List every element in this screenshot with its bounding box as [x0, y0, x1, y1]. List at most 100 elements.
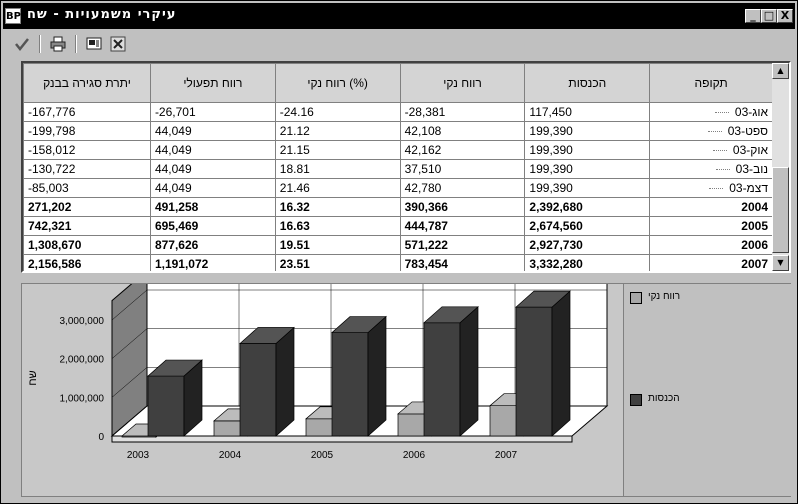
confirm-button[interactable]: [11, 34, 33, 54]
cell-revenue[interactable]: 3,332,280: [524, 254, 651, 271]
export-button[interactable]: [83, 34, 105, 54]
table-row[interactable]: 2005 2,674,560 444,787 16.63 695,469 742,321: [23, 216, 773, 236]
cell-op-profit[interactable]: 44,049: [149, 178, 276, 198]
cell-net-profit[interactable]: 42,780: [399, 178, 526, 198]
cell-net-pct[interactable]: 16.32: [274, 197, 401, 217]
y-axis-label: שח: [27, 370, 39, 385]
cell-op-profit[interactable]: 44,049: [149, 121, 276, 141]
table-row[interactable]: אוק-03 199,390 42,162 21.15 44,049 -158,012: [23, 140, 773, 160]
table-row[interactable]: ספט-03 199,390 42,108 21.12 44,049 -199,798: [23, 121, 773, 141]
cell-revenue[interactable]: 199,390: [524, 140, 651, 160]
period-label: אוק-03: [732, 143, 768, 157]
cell-net-profit[interactable]: 571,222: [399, 235, 526, 255]
table-row[interactable]: נוב-03 199,390 37,510 18.81 44,049 -130,722: [23, 159, 773, 179]
table-row[interactable]: אוג-03 117,450 -28,381 -24.16 -26,701 -167,77…: [23, 102, 773, 122]
cell-net-profit[interactable]: 42,162: [399, 140, 526, 160]
cell-op-profit[interactable]: 44,049: [149, 140, 276, 160]
scroll-up-arrow-icon[interactable]: ▲: [772, 63, 789, 79]
maximize-button[interactable]: □: [761, 9, 777, 23]
bar-revenue: [147, 359, 203, 437]
scroll-thumb[interactable]: [772, 167, 789, 253]
table-row[interactable]: דצמ-03 199,390 42,780 21.46 44,049 -85,003: [23, 178, 773, 198]
cell-op-profit[interactable]: 695,469: [149, 216, 276, 236]
column-header-period[interactable]: תקופה: [649, 63, 773, 103]
x-tick-label: 2006: [403, 450, 426, 461]
cell-closing[interactable]: -85,003: [23, 178, 151, 198]
cell-net-pct[interactable]: 21.46: [274, 178, 401, 198]
cell-net-profit[interactable]: 42,108: [399, 121, 526, 141]
cell-net-pct[interactable]: 23.51: [274, 254, 401, 271]
column-header-net-profit[interactable]: רווח נקי: [399, 63, 526, 103]
legend-item-revenue: הכנסות: [624, 392, 784, 408]
cell-op-profit[interactable]: 877,626: [149, 235, 276, 255]
cell-net-profit[interactable]: 37,510: [399, 159, 526, 179]
legend-swatch-revenue: [630, 394, 642, 406]
column-header-closing-balance[interactable]: יתרת סגירה בבנק: [23, 63, 151, 103]
cell-closing[interactable]: -199,798: [23, 121, 151, 141]
cell-closing[interactable]: 1,308,670: [23, 235, 151, 255]
tree-connector: [715, 169, 730, 171]
cell-net-profit[interactable]: 783,454: [399, 254, 526, 271]
cell-net-pct[interactable]: 19.51: [274, 235, 401, 255]
table-row[interactable]: 2004 2,392,680 390,366 16.32 491,258 271,202: [23, 197, 773, 217]
chart-floor-edge: [111, 435, 573, 443]
table-row[interactable]: 2006 2,927,730 571,222 19.51 877,626 1,308,67…: [23, 235, 773, 255]
cell-period[interactable]: אוג-03: [649, 102, 773, 122]
cell-closing[interactable]: 742,321: [23, 216, 151, 236]
cell-net-pct[interactable]: 16.63: [274, 216, 401, 236]
cell-op-profit[interactable]: 1,191,072: [149, 254, 276, 271]
cell-closing[interactable]: -158,012: [23, 140, 151, 160]
bar-revenue: [239, 326, 295, 437]
print-button[interactable]: [47, 34, 69, 54]
cell-period[interactable]: נוב-03: [649, 159, 773, 179]
cell-period[interactable]: דצמ-03: [649, 178, 773, 198]
excel-icon: [110, 36, 126, 52]
cell-revenue[interactable]: 2,927,730: [524, 235, 651, 255]
cell-revenue[interactable]: 199,390: [524, 159, 651, 179]
cell-period[interactable]: 2007: [649, 254, 773, 271]
toolbar-separator: [75, 35, 77, 53]
cell-revenue[interactable]: 199,390: [524, 121, 651, 141]
cell-revenue[interactable]: 117,450: [524, 102, 651, 122]
cell-op-profit[interactable]: 491,258: [149, 197, 276, 217]
cell-net-pct[interactable]: 21.12: [274, 121, 401, 141]
column-header-revenue[interactable]: הכנסות: [524, 63, 651, 103]
cell-net-pct[interactable]: 21.15: [274, 140, 401, 160]
table-row[interactable]: 2007 3,332,280 783,454 23.51 1,191,072 2,156,…: [23, 254, 773, 271]
cell-closing[interactable]: 2,156,586: [23, 254, 151, 271]
cell-period[interactable]: אוק-03: [649, 140, 773, 160]
cell-period[interactable]: ספט-03: [649, 121, 773, 141]
cell-revenue[interactable]: 2,392,680: [524, 197, 651, 217]
chart-panel: עיקרי משמעויות 01,000,0002,000,0003,000,…: [21, 283, 792, 497]
minimize-button[interactable]: _: [745, 9, 761, 23]
cell-net-pct[interactable]: -24.16: [274, 102, 401, 122]
cell-net-pct[interactable]: 18.81: [274, 159, 401, 179]
cell-net-profit[interactable]: -28,381: [399, 102, 526, 122]
column-header-operating-profit[interactable]: רווח תפעולי: [149, 63, 276, 103]
bar-revenue: [515, 290, 571, 437]
excel-button[interactable]: [107, 34, 129, 54]
title-bar[interactable]: BP עיקרי משמעויות - שח _ □ X: [3, 3, 795, 29]
column-header-net-profit-pct[interactable]: (%) רווח נקי: [274, 63, 401, 103]
close-button[interactable]: X: [777, 9, 793, 23]
cell-revenue[interactable]: 2,674,560: [524, 216, 651, 236]
tree-connector: [707, 131, 722, 133]
gridline: [111, 328, 148, 359]
cell-closing[interactable]: 271,202: [23, 197, 151, 217]
y-tick-label: 0: [98, 432, 104, 443]
cell-op-profit[interactable]: 44,049: [149, 159, 276, 179]
cell-closing[interactable]: -167,776: [23, 102, 151, 122]
cell-net-profit[interactable]: 444,787: [399, 216, 526, 236]
cell-net-profit[interactable]: 390,366: [399, 197, 526, 217]
scroll-down-arrow-icon[interactable]: ▼: [772, 255, 789, 271]
legend-label-revenue: הכנסות: [648, 393, 680, 404]
data-grid[interactable]: תקופה הכנסות רווח נקי (%) רווח נקי רווח …: [21, 61, 791, 273]
cell-op-profit[interactable]: -26,701: [149, 102, 276, 122]
cell-period[interactable]: 2004: [649, 197, 773, 217]
cell-period[interactable]: 2005: [649, 216, 773, 236]
cell-revenue[interactable]: 199,390: [524, 178, 651, 198]
bar-revenue: [331, 315, 387, 437]
cell-closing[interactable]: -130,722: [23, 159, 151, 179]
cell-period[interactable]: 2006: [649, 235, 773, 255]
vertical-scrollbar[interactable]: ▲ ▼: [772, 63, 789, 271]
